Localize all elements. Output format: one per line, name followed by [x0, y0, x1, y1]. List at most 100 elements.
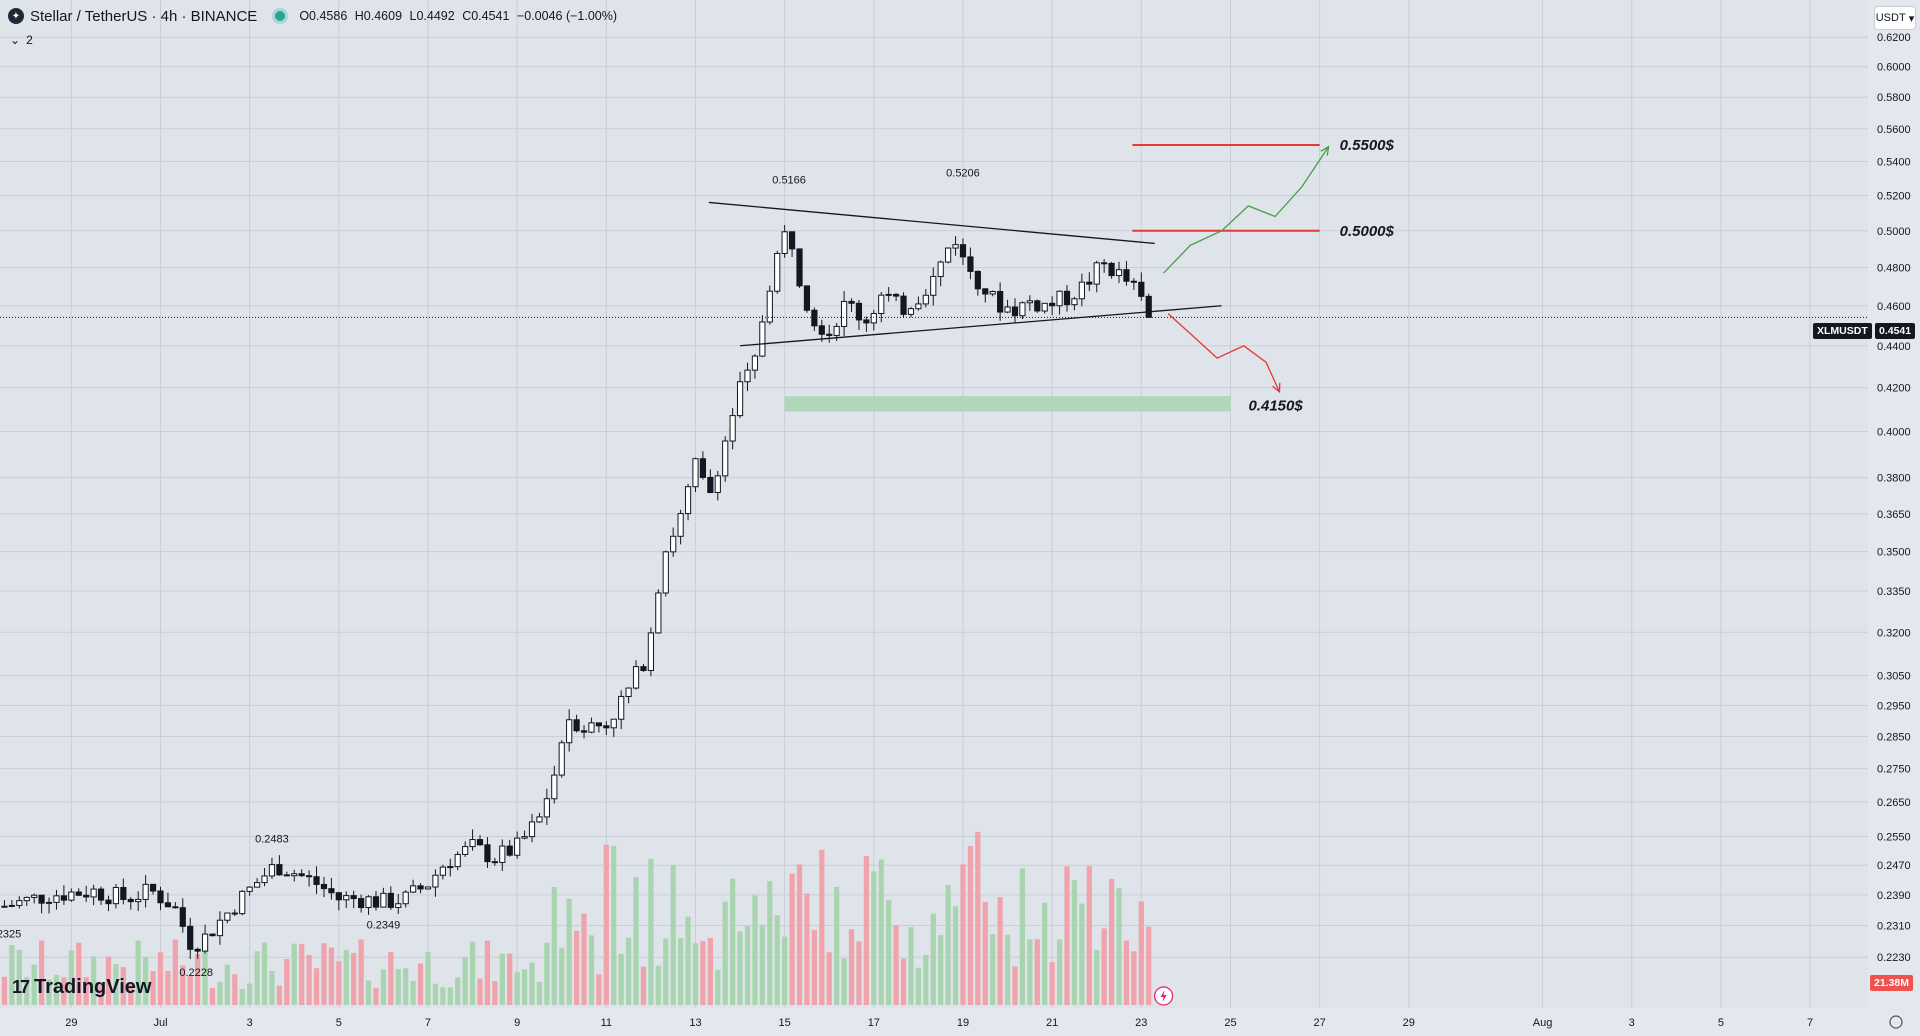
- candle-body: [164, 902, 172, 908]
- candle-body: [655, 592, 662, 634]
- volume-bar: [261, 942, 268, 1005]
- y-tick-label: 0.3350: [1877, 586, 1911, 598]
- volume-bar: [61, 977, 67, 1005]
- candle-body: [239, 890, 246, 915]
- candle-body: [372, 896, 380, 908]
- y-tick-label: 0.4200: [1877, 383, 1911, 395]
- support-zone-label: 0.4150$: [1248, 397, 1303, 414]
- volume-bar: [351, 952, 357, 1005]
- x-tick-label: 21: [1046, 1017, 1058, 1029]
- candle-body: [335, 892, 342, 901]
- candle-body: [179, 907, 186, 927]
- candle-body: [135, 898, 142, 903]
- volume-bar: [514, 972, 520, 1005]
- volume-bar: [388, 952, 394, 1005]
- volume-bar: [573, 930, 580, 1005]
- x-tick-label: Jul: [153, 1017, 167, 1029]
- candle-body: [893, 293, 900, 297]
- candle-body: [1, 905, 8, 908]
- x-tick-label: 29: [1403, 1017, 1415, 1029]
- candle-body: [499, 845, 506, 863]
- brand-name: TradingView: [34, 976, 152, 998]
- candle-body: [945, 247, 952, 263]
- candle-body: [952, 244, 959, 249]
- indicators-toggle[interactable]: ⌄ 2: [10, 33, 33, 47]
- volume-bar: [1056, 939, 1063, 1005]
- candle-body: [1130, 280, 1137, 283]
- x-tick-label: 9: [514, 1017, 520, 1029]
- volume-bar: [343, 949, 349, 1005]
- candle-body: [16, 900, 23, 906]
- volume-bar: [1049, 962, 1055, 1005]
- volume-bar: [484, 940, 491, 1005]
- volume-bar: [529, 962, 535, 1005]
- y-tick-label: 0.2390: [1877, 890, 1911, 902]
- x-tick-label: 7: [425, 1017, 431, 1029]
- volume-bar: [1086, 866, 1092, 1005]
- candle-body: [462, 846, 469, 855]
- volume-bar: [507, 953, 513, 1005]
- candle-body: [736, 381, 744, 417]
- volume-bar: [98, 984, 104, 1005]
- candle-body: [291, 873, 298, 877]
- candle-body: [863, 319, 870, 324]
- y-tick-label: 0.5800: [1877, 92, 1911, 104]
- stellar-logo-icon: ✦: [8, 8, 24, 24]
- volume-bar: [871, 871, 877, 1005]
- volume-bar: [566, 898, 572, 1005]
- volume-bar: [1027, 939, 1033, 1005]
- volume-bar: [603, 844, 609, 1005]
- volume-tag: 21.38M: [1870, 975, 1914, 991]
- currency-select[interactable]: USDT ▾: [1874, 6, 1916, 30]
- price-annotation: 0.5206: [946, 167, 980, 179]
- volume-bar: [1019, 868, 1026, 1005]
- candle-body: [1145, 295, 1152, 318]
- volume-bar: [893, 925, 899, 1005]
- volume-bar: [908, 927, 914, 1005]
- volume-bar: [24, 977, 30, 1005]
- price-annotation: 0.2483: [255, 834, 289, 846]
- chevron-down-icon: ▾: [1905, 12, 1915, 25]
- candle-body: [387, 892, 394, 908]
- volume-bar: [863, 856, 869, 1005]
- volume-bar: [1138, 901, 1144, 1005]
- volume-bar: [358, 939, 364, 1005]
- candle-body: [885, 293, 892, 296]
- candle-body: [343, 895, 350, 901]
- symbol-title[interactable]: Stellar / TetherUS · 4h · BINANCE: [30, 7, 258, 25]
- volume-bar: [521, 969, 528, 1005]
- y-tick-label: 0.2230: [1877, 952, 1911, 964]
- volume-bar: [180, 965, 186, 1005]
- volume-bar: [618, 953, 624, 1005]
- candle-body: [38, 894, 45, 904]
- candle-body: [677, 513, 684, 537]
- volume-bar: [1004, 934, 1011, 1005]
- x-tick-label: 11: [601, 1017, 612, 1029]
- candle-body: [380, 892, 387, 908]
- candle-body: [454, 853, 461, 868]
- candle-body: [1004, 306, 1011, 313]
- candle-body: [744, 369, 751, 383]
- candle-body: [982, 288, 989, 295]
- candle-body: [246, 886, 253, 892]
- candle-body: [670, 535, 677, 553]
- triangle-lower-line: [740, 305, 1222, 347]
- volume-bar: [247, 983, 253, 1005]
- volume-bar: [254, 951, 260, 1005]
- volume-bar: [239, 988, 245, 1005]
- candle-body: [967, 256, 974, 272]
- candle-body: [826, 333, 833, 336]
- tradingview-logo[interactable]: 17 TradingView: [12, 976, 151, 999]
- candle-body: [328, 888, 335, 894]
- candle-body: [395, 903, 402, 908]
- grid-lines: [0, 0, 1868, 1008]
- volume-bar: [291, 943, 297, 1005]
- candle-body: [417, 885, 424, 890]
- volume-bar: [789, 873, 795, 1005]
- candle-body: [573, 719, 580, 732]
- volume-bar: [834, 886, 840, 1005]
- candle-body: [1093, 262, 1100, 285]
- candle-body: [83, 894, 90, 898]
- volume-bar: [856, 941, 862, 1005]
